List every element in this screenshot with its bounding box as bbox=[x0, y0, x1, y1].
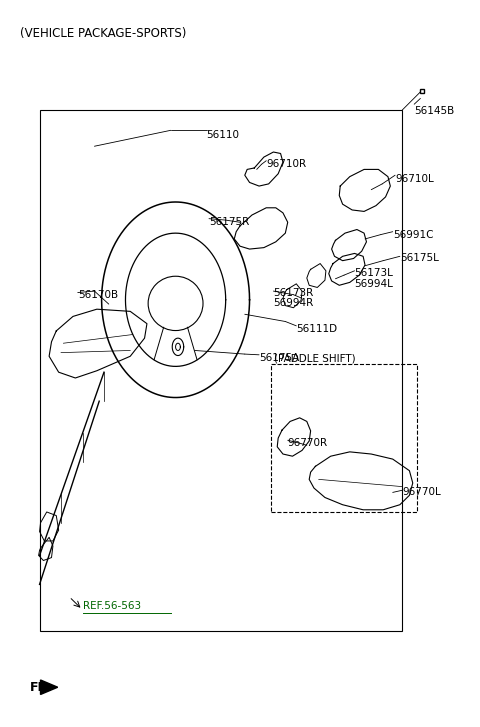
Text: 56991C: 56991C bbox=[393, 230, 433, 240]
Text: 56994R: 56994R bbox=[274, 298, 313, 308]
Text: 56110: 56110 bbox=[206, 130, 240, 140]
Text: (PADDLE SHIFT): (PADDLE SHIFT) bbox=[275, 353, 356, 364]
Text: 56994L: 56994L bbox=[355, 279, 394, 289]
Text: 96710L: 96710L bbox=[395, 174, 434, 184]
Text: 56175L: 56175L bbox=[400, 254, 439, 263]
Polygon shape bbox=[40, 680, 58, 694]
Text: 96710R: 96710R bbox=[266, 159, 306, 169]
Text: 56145B: 56145B bbox=[414, 106, 455, 116]
Text: 56173R: 56173R bbox=[274, 287, 313, 297]
Text: 56111D: 56111D bbox=[296, 324, 337, 334]
Text: 56173L: 56173L bbox=[355, 268, 394, 278]
Text: 96770L: 96770L bbox=[402, 487, 441, 497]
Text: REF.56-563: REF.56-563 bbox=[83, 601, 141, 611]
Text: (VEHICLE PACKAGE-SPORTS): (VEHICLE PACKAGE-SPORTS) bbox=[21, 27, 187, 40]
Bar bbox=[271, 364, 417, 512]
Bar bbox=[39, 110, 402, 632]
Text: FR.: FR. bbox=[30, 681, 53, 694]
Text: 56175R: 56175R bbox=[209, 217, 249, 228]
Text: 56170B: 56170B bbox=[78, 289, 118, 300]
Text: 56175A: 56175A bbox=[259, 353, 300, 363]
Text: 96770R: 96770R bbox=[288, 438, 328, 448]
